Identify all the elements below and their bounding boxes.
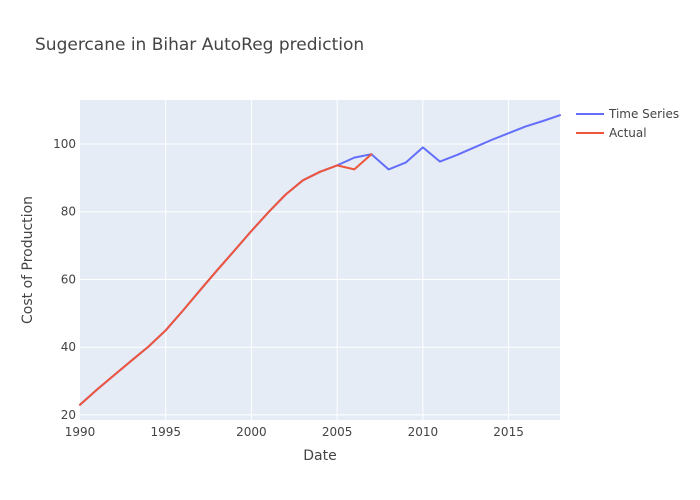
x-tick-label: 1990	[65, 425, 96, 439]
y-tick-label: 80	[61, 205, 76, 219]
x-tick-label: 2015	[493, 425, 524, 439]
x-tick-label: 1995	[150, 425, 181, 439]
series-line-actual[interactable]	[79, 153, 373, 406]
legend-item[interactable]: Time Series	[576, 107, 679, 121]
y-axis-ticks: 20 40 60 80 100	[53, 137, 76, 422]
legend-label: Time Series	[608, 107, 679, 121]
x-axis-title: Date	[303, 448, 336, 464]
chart-title: Sugercane in Bihar AutoReg prediction	[35, 35, 364, 55]
plot-area	[80, 100, 560, 420]
legend[interactable]: Time Series Actual	[576, 107, 679, 140]
x-tick-label: 2005	[322, 425, 353, 439]
legend-item[interactable]: Actual	[576, 126, 647, 140]
x-tick-label: 2010	[408, 425, 439, 439]
x-axis-ticks: 1990 1995 2000 2005 2010 2015	[65, 425, 524, 439]
x-tick-label: 2000	[236, 425, 267, 439]
y-tick-label: 60	[61, 272, 76, 286]
legend-label: Actual	[609, 126, 647, 140]
plot-background	[80, 100, 560, 420]
y-tick-label: 40	[61, 340, 76, 354]
y-axis-title: Cost of Production	[20, 196, 36, 324]
y-tick-label: 20	[61, 408, 76, 422]
y-tick-label: 100	[53, 137, 76, 151]
series-layer	[79, 114, 561, 406]
